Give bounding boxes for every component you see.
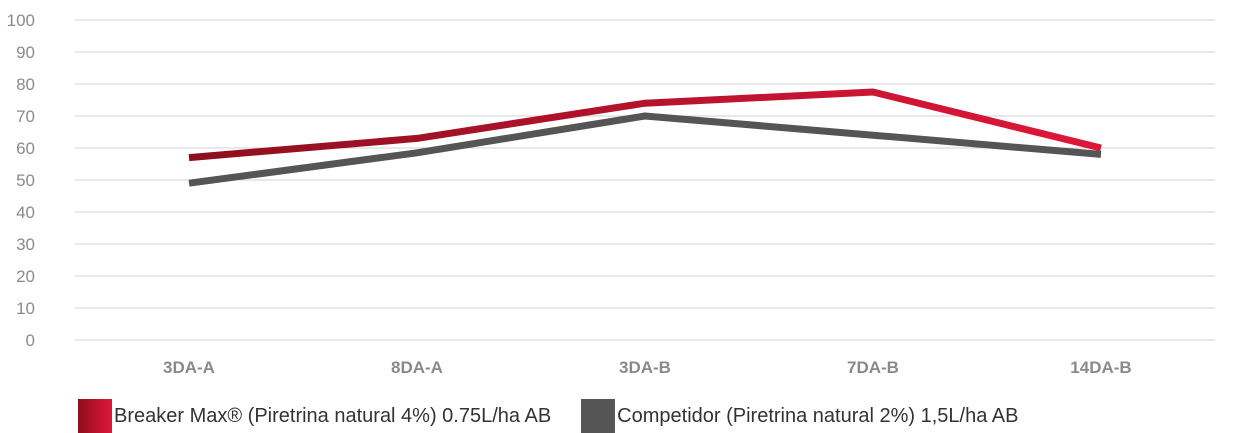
legend-swatch-series-2 [581,399,616,433]
legend-swatch-series-1 [78,399,112,433]
y-tick-label: 100 [7,11,35,30]
x-tick-label: 14DA-B [1070,358,1131,377]
y-tick-label: 70 [16,107,35,126]
series-lines [188,88,1102,187]
series-line-1 [188,88,1102,162]
legend-label-series-2: Competidor (Piretrina natural 2%) 1,5L/h… [617,404,1019,427]
x-axis-ticks: 3DA-A 8DA-A 3DA-B 7DA-B 14DA-B [163,358,1132,377]
gridlines [75,19,1215,341]
y-tick-label: 60 [16,139,35,158]
y-tick-label: 50 [16,171,35,190]
legend: Breaker Max® (Piretrina natural 4%) 0.75… [78,399,1049,433]
y-tick-label: 20 [16,267,35,286]
y-tick-label: 40 [16,203,35,222]
x-tick-label: 7DA-B [847,358,899,377]
legend-item-series-2: Competidor (Piretrina natural 2%) 1,5L/h… [581,399,1019,433]
legend-label-series-1: Breaker Max® (Piretrina natural 4%) 0.75… [114,404,552,427]
y-tick-label: 0 [26,331,35,350]
y-tick-label: 30 [16,235,35,254]
x-tick-label: 8DA-A [391,358,443,377]
y-tick-label: 90 [16,43,35,62]
x-tick-label: 3DA-B [619,358,671,377]
series-line-2 [188,112,1102,187]
chart-area: 100 90 80 70 60 50 40 30 20 10 0 3DA-A 8DA-A 3DA-B 7D… [7,11,1215,377]
legend-item-series-1: Breaker Max® (Piretrina natural 4%) 0.75… [78,399,551,433]
x-tick-label: 3DA-A [163,358,215,377]
y-tick-label: 10 [16,299,35,318]
y-tick-label: 80 [16,75,35,94]
